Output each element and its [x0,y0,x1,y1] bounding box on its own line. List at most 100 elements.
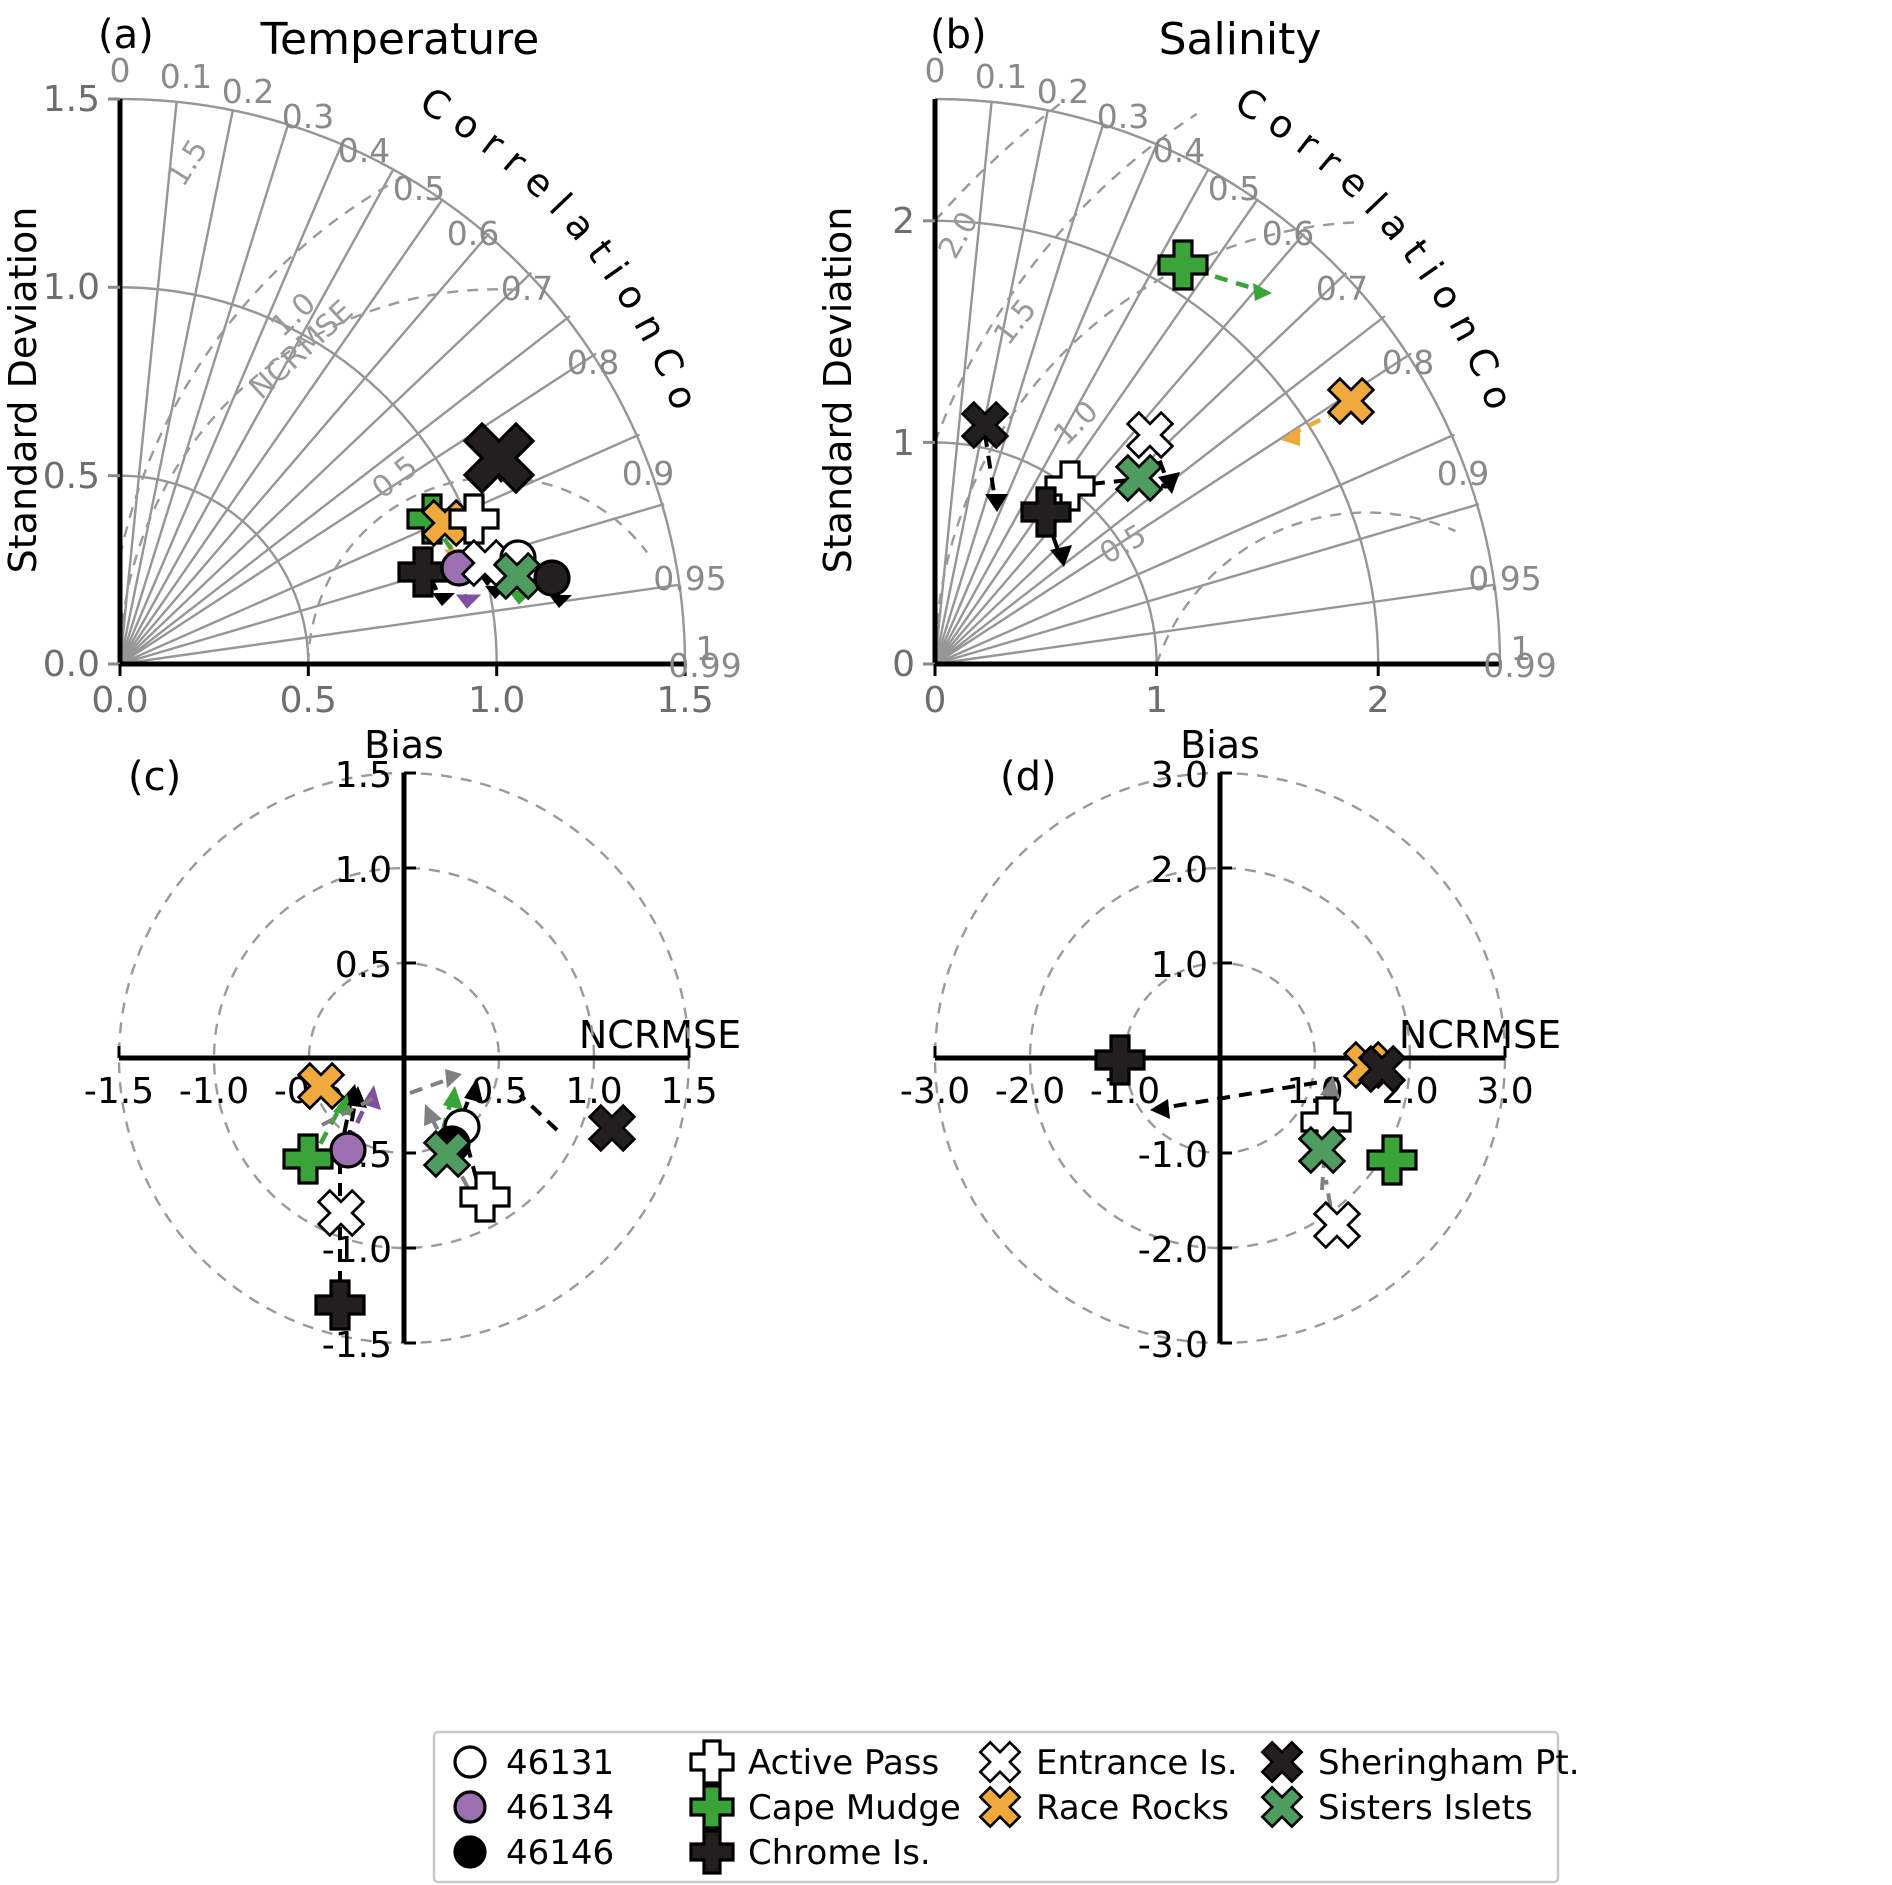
panel-a-xtick-3: 1.5 [656,680,713,721]
panel-b-ytick-0: 0 [892,644,915,685]
panel-a-ticks [108,97,687,676]
panel-b-corrtick-2: 0.2 [1037,72,1089,111]
panel-d-ylabel: Bias [1180,723,1260,767]
panel-b-title: Salinity [1159,14,1322,65]
panel-a-grid [118,97,687,666]
legend-label-entrance-is: Entrance Is. [1036,1743,1238,1783]
legend-label-46146: 46146 [506,1833,614,1873]
panel-d-xtick-5: 3.0 [1476,1071,1533,1112]
panel-b-letter: (b) [930,12,987,58]
panel-a-xtick-2: 1.0 [468,680,525,721]
panel-a-corrtick-3: 0.3 [282,97,334,136]
legend-item-sheringham-pt[interactable] [1260,1740,1304,1784]
plus-black-icon [689,1829,735,1875]
panel-a-corrtick-1: 0.1 [160,57,212,96]
panel-c-ylabel: Bias [364,723,444,767]
panel-a-corrtick-10: 0.95 [653,559,726,598]
panel-a-ylabel: Standard Deviation [1,207,45,574]
panel-a-corrtick-2: 0.2 [222,72,274,111]
legend-label-46134: 46134 [506,1788,614,1828]
panel-c-ytick-5: -1.5 [322,1325,392,1366]
panel-a-ytick-2: 1.0 [43,267,100,308]
panel-b-corrtick-10: 0.95 [1468,559,1541,598]
xcross-orange-icon [978,1785,1022,1829]
panel-a-ytick-0: 0.0 [43,644,100,685]
panel-b-corrtick-5: 0.5 [1208,169,1260,208]
panel-a-corrtick-0: 0 [110,51,131,90]
panel-b-ylabel: Standard Deviation [816,207,860,574]
panel-b-corrtick-0: 0 [925,51,946,90]
plus-green-icon [689,1784,735,1830]
legend-label-chrome-is: Chrome Is. [748,1833,931,1873]
circle-open-icon [453,1745,487,1779]
legend-label-sheringham-pt: Sheringham Pt. [1318,1743,1580,1783]
legend-item-race-rocks[interactable] [978,1785,1022,1829]
legend-label-race-rocks: Race Rocks [1036,1788,1229,1828]
panel-d-ytick-5: -3.0 [1138,1325,1208,1366]
panel-b-corrtick-9: 0.9 [1437,454,1489,493]
panel-c-ticks [117,771,691,1345]
panel-a-xtick-1: 0.5 [280,680,337,721]
panel-a-xtick-0: 0.0 [91,680,148,721]
xcross-black-icon [1260,1740,1304,1784]
legend-item-chrome-is[interactable] [689,1829,735,1875]
panel-a-corrtick-5: 0.5 [393,169,445,208]
panel-a-corrtick-4: 0.4 [338,131,390,170]
panel-b-corrtick-8: 0.8 [1382,343,1434,382]
panel-c-xtick-5: 1.5 [660,1071,717,1112]
panel-b-corrtick-1: 0.1 [975,57,1027,96]
panel-c-ytick-2: 0.5 [335,945,392,986]
panel-a-ytick-3: 1.5 [43,79,100,120]
panel-b-corrtick-6: 0.6 [1262,214,1314,253]
legend-item-entrance-is[interactable] [978,1740,1022,1784]
panel-c-ytick-0: 1.5 [335,755,392,796]
panel-d-letter: (d) [1000,754,1057,800]
panel-c-markers [282,1061,637,1331]
legend: 46131 46134 46146 Active Pass Cape Mudge… [432,1730,1580,1884]
panel-c-xlabel: NCRMSE [579,1013,741,1057]
legend-label-sisters-islets: Sisters Islets [1318,1788,1533,1828]
legend-item-cape-mudge[interactable] [689,1784,735,1830]
panel-b-xtick-0: 0 [924,680,947,721]
panel-a-markers [397,421,571,601]
panel-b-corrtick-3: 0.3 [1097,97,1149,136]
legend-item-46131[interactable] [453,1745,487,1779]
panel-a-title: Temperature [260,14,540,65]
panel-d-xlabel: NCRMSE [1399,1013,1561,1057]
panel-d-ytick-4: -2.0 [1138,1230,1208,1271]
legend-item-46134[interactable] [453,1790,487,1824]
panel-d-markers [1094,1034,1418,1250]
legend-label-cape-mudge: Cape Mudge [748,1788,961,1828]
panel-c-xtick-1: -1.0 [179,1071,249,1112]
panel-b-ticks [923,219,1380,676]
xcross-seagreen-icon [1260,1785,1304,1829]
legend-item-active-pass[interactable] [689,1739,735,1785]
panel-a-corrtick-7: 0.7 [501,269,553,308]
circle-purple-icon [453,1790,487,1824]
panel-c-xtick-0: -1.5 [84,1071,154,1112]
legend-item-sisters-islets[interactable] [1260,1785,1304,1829]
panel-b-xtick-1: 1 [1145,680,1168,721]
legend-item-46146[interactable] [453,1835,487,1869]
panel-d-xtick-0: -3.0 [900,1071,970,1112]
panel-c-xtick-4: 1.0 [565,1071,622,1112]
panel-b-corrtick-11: 0.99 [1483,646,1556,685]
panel-d: (d) Bias NCRMSE 3.0 2.0 1.0 -1.0 -2.0 -3… [900,723,1561,1366]
panel-d-ytick-0: 3.0 [1151,755,1208,796]
panel-a-corrtick-9: 0.9 [622,454,674,493]
panel-d-xtick-1: -2.0 [995,1071,1065,1112]
panel-b-ytick-1: 1 [892,423,915,464]
xcross-open-icon [978,1740,1022,1784]
panel-b-ytick-2: 2 [892,201,915,242]
panel-c-ytick-4: -1.0 [322,1230,392,1271]
panel-a-corrtick-8: 0.8 [567,343,619,382]
plus-open-icon [689,1739,735,1785]
panel-b-corrtick-4: 0.4 [1153,131,1205,170]
legend-label-46131: 46131 [506,1743,614,1783]
panel-d-ytick-1: 2.0 [1151,850,1208,891]
panel-b-xtick-2: 2 [1367,680,1390,721]
panel-a-ytick-1: 0.5 [43,456,100,497]
panel-a-corrtick-11: 0.99 [668,646,741,685]
